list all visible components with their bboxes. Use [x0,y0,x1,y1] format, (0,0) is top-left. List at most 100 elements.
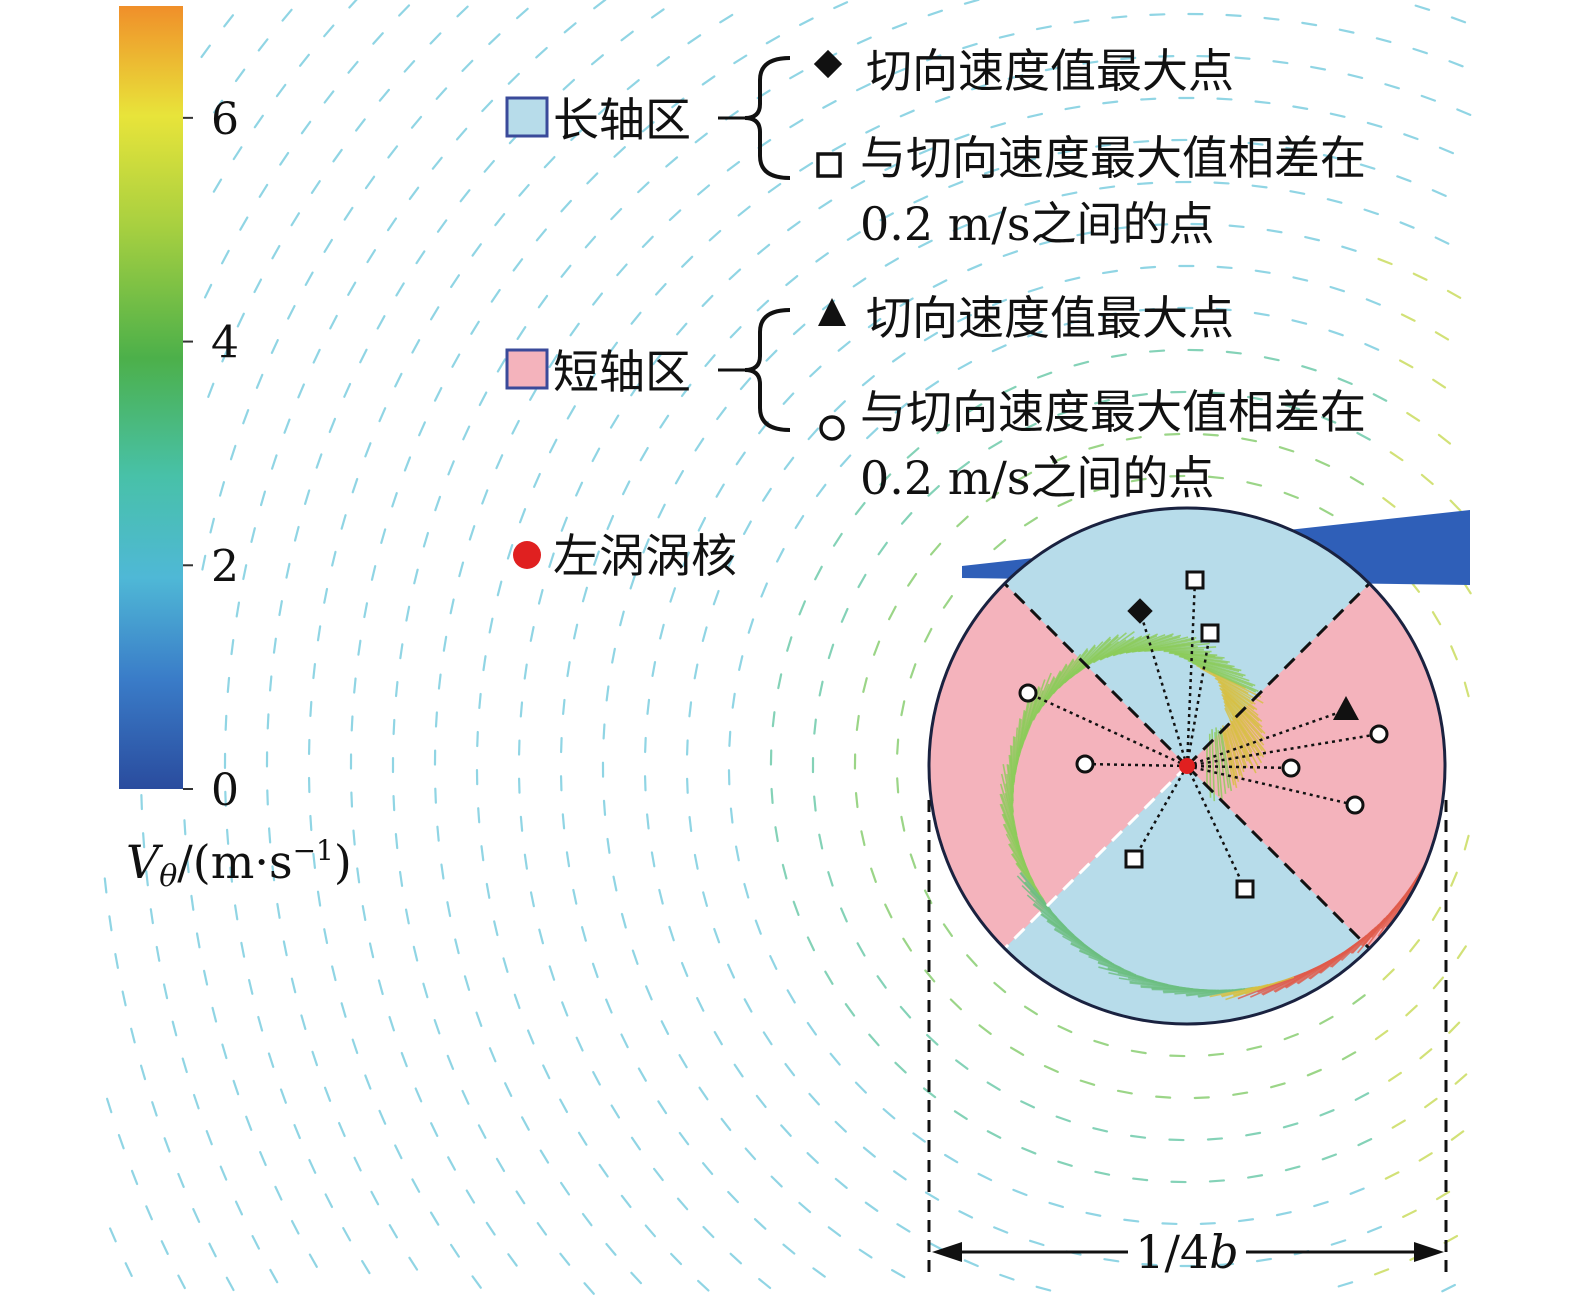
velocity-vector [1021,1101,1034,1107]
velocity-vector [902,513,911,523]
colorbar-tick-label: 6 [211,94,239,145]
velocity-vector [680,1133,688,1144]
velocity-vector [808,937,814,950]
velocity-vector [777,549,783,561]
velocity-vector [714,929,719,942]
velocity-vector [965,0,978,4]
velocity-vector [897,740,898,754]
velocity-vector [355,1158,361,1171]
colorbar-tick-label: 0 [211,765,239,816]
velocity-vector [515,995,520,1008]
velocity-vector [632,1138,640,1150]
velocity-vector [1293,106,1307,108]
velocity-vector [682,257,692,267]
velocity-vector [1103,271,1117,273]
velocity-vector [1100,187,1114,189]
velocity-vector [272,246,279,258]
velocity-vector [495,214,504,225]
velocity-vector [631,1273,641,1283]
velocity-vector [260,185,267,197]
velocity-vector [639,1069,646,1081]
velocity-vector [814,797,815,811]
velocity-vector [794,902,799,915]
velocity-vector [463,1091,469,1104]
velocity-vector [893,353,904,361]
velocity-vector [396,682,397,696]
velocity-vector [538,1223,546,1234]
velocity-vector [400,644,402,658]
velocity-vector [183,1059,187,1072]
velocity-vector [857,716,859,730]
velocity-vector [1141,267,1155,268]
velocity-vector [994,983,1005,992]
velocity-vector [1465,836,1469,850]
velocity-vector [643,237,653,247]
velocity-vector [889,607,895,619]
velocity-vector [690,817,692,831]
velocity-vector [763,489,771,501]
velocity-vector [492,290,500,302]
velocity-vector [1351,477,1363,484]
velocity-vector [703,892,707,905]
velocity-vector [1112,354,1126,356]
velocity-vector [1103,102,1117,104]
velocity-vector [1349,75,1363,78]
velocity-vector [885,905,891,918]
velocity-vector [351,793,352,807]
velocity-vector [879,543,887,554]
velocity-vector [497,1159,504,1171]
velocity-vector [574,625,577,639]
velocity-vector [231,446,235,459]
velocity-vector [412,340,419,352]
velocity-vector [728,1192,738,1202]
velocity-vector [744,884,748,897]
velocity-vector [202,556,205,570]
velocity-vector [362,1261,369,1273]
velocity-vector [1433,190,1446,196]
velocity-vector [107,1099,111,1112]
velocity-vector [534,474,540,487]
velocity-vector [339,1123,345,1136]
velocity-vector [461,190,470,201]
core-label: 左涡涡核 [553,529,737,583]
velocity-vector [641,448,648,460]
velocity-vector [1218,267,1232,268]
velocity-vector [660,625,663,639]
velocity-vector [729,732,730,746]
velocity-vector [353,831,354,845]
velocity-vector [717,485,724,497]
velocity-vector [989,441,1001,448]
velocity-vector [1233,1093,1247,1095]
velocity-vector [277,85,285,96]
velocity-vector [1358,1139,1371,1145]
open-circle-icon [1371,726,1387,742]
velocity-vector [612,649,615,663]
velocity-vector [800,18,812,24]
velocity-vector [735,1065,743,1077]
velocity-vector [1025,518,1037,526]
open-circle-icon [1283,760,1299,776]
velocity-vector [1057,1117,1070,1122]
velocity-vector [874,642,879,655]
velocity-vector [696,134,707,143]
velocity-vector [396,834,397,848]
velocity-vector [211,519,214,533]
velocity-vector [562,201,571,211]
velocity-vector [313,1052,317,1065]
velocity-vector [1104,1259,1118,1261]
velocity-vector [388,219,396,231]
velocity-vector [778,674,781,688]
velocity-vector [483,656,485,670]
velocity-vector [485,161,494,172]
velocity-vector [775,827,777,841]
velocity-vector [660,416,668,428]
velocity-vector [269,1054,273,1067]
velocity-vector [666,157,677,166]
velocity-vector [703,296,713,306]
velocity-vector [696,439,704,451]
velocity-vector [951,999,961,1009]
velocity-vector [1320,1017,1332,1024]
velocity-vector [1433,380,1445,388]
velocity-vector [399,5,409,15]
velocity-vector [689,35,701,43]
